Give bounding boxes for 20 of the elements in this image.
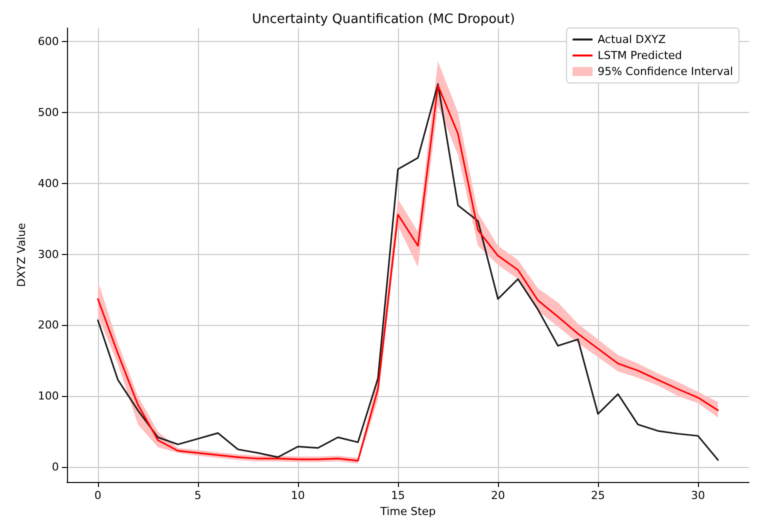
y-tick-label: 600 [38, 34, 59, 48]
legend-label: LSTM Predicted [598, 49, 682, 62]
x-tick-label: 25 [590, 489, 605, 502]
y-tick-label: 300 [38, 248, 59, 261]
chart-title: Uncertainty Quantification (MC Dropout) [252, 12, 515, 27]
x-tick-label: 20 [490, 489, 505, 502]
x-tick-label: 0 [94, 489, 102, 502]
y-tick-label: 100 [38, 390, 59, 403]
x-tick-label: 5 [194, 489, 202, 502]
x-axis-title: Time Step [379, 504, 436, 518]
y-tick-label: 0 [52, 460, 59, 474]
y-tick-label: 200 [38, 318, 59, 332]
x-tick-label: 15 [390, 489, 405, 502]
legend-label: Actual DXYZ [598, 33, 666, 46]
y-axis-title: DXYZ Value [15, 222, 28, 287]
x-tick-label: 10 [290, 489, 305, 502]
legend-label: 95% Confidence Interval [598, 65, 734, 78]
y-tick-label: 400 [38, 176, 59, 190]
y-tick-label: 500 [38, 106, 59, 119]
x-tick-label: 30 [690, 489, 705, 502]
